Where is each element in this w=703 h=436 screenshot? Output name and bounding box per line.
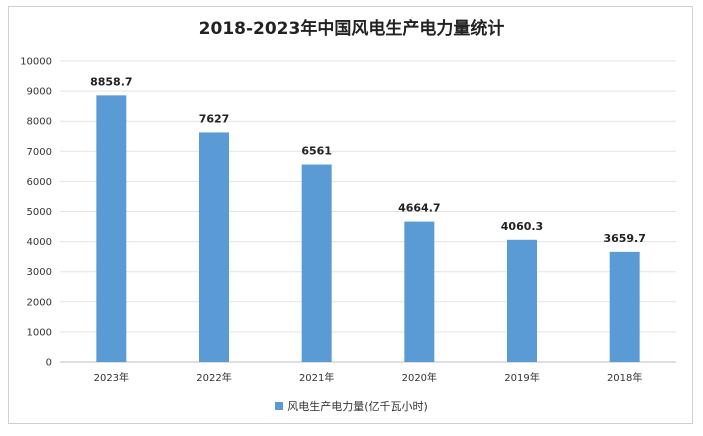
x-tick-label: 2022年 (196, 371, 231, 384)
x-tick-label: 2023年 (94, 371, 129, 384)
data-label: 7627 (199, 112, 230, 125)
bar (507, 239, 537, 362)
y-tick-label: 6000 (27, 177, 52, 188)
y-tick-label: 3000 (27, 267, 52, 278)
bar (301, 164, 332, 362)
legend: 风电生产电力量(亿千瓦小时) (0, 398, 703, 414)
y-tick-label: 5000 (27, 207, 52, 218)
data-label: 3659.7 (603, 232, 645, 245)
data-labels: 8858.7 7627 6561 4664.7 4060.3 3659.7 (90, 75, 646, 244)
legend-label: 风电生产电力量(亿千瓦小时) (287, 400, 428, 413)
y-tick-label: 0 (46, 358, 52, 369)
bar (199, 132, 229, 362)
bar (609, 251, 640, 362)
y-tick-label: 4000 (27, 237, 52, 248)
gridlines (60, 60, 676, 363)
x-tick-label: 2021年 (299, 371, 334, 384)
bar (404, 221, 435, 362)
x-tick-label: 2020年 (402, 371, 437, 384)
y-axis-ticks: 0 1000 2000 3000 4000 5000 6000 7000 8000 9000 100… (20, 57, 52, 369)
y-tick-label: 7000 (27, 147, 52, 158)
y-tick-label: 1000 (27, 327, 52, 338)
y-tick-label: 8000 (27, 117, 52, 128)
x-axis-ticks: 2023年 2022年 2021年 2020年 2019年 2018年 (94, 371, 643, 384)
y-tick-label: 2000 (27, 297, 52, 308)
x-tick-label: 2018年 (607, 371, 642, 384)
x-tick-label: 2019年 (504, 371, 539, 384)
chart-title: 2018-2023年中国风电生产电力量统计 (198, 19, 505, 39)
data-label: 4060.3 (501, 220, 543, 233)
data-label: 8858.7 (90, 75, 132, 88)
y-tick-label: 10000 (20, 57, 52, 68)
y-tick-label: 9000 (27, 87, 52, 98)
data-label: 6561 (301, 145, 332, 158)
legend-swatch (275, 402, 284, 410)
data-label: 4664.7 (398, 202, 440, 215)
bars (96, 95, 640, 363)
bar (96, 95, 127, 363)
